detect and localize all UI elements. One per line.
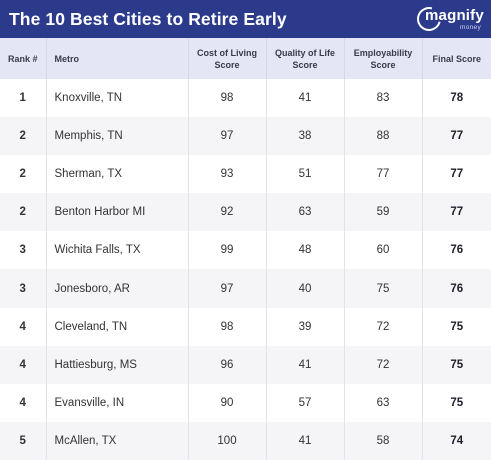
header-quality-line1: Quality of Life bbox=[274, 47, 335, 58]
metro-cell: Knoxville, TN bbox=[46, 79, 189, 118]
metro-cell: Cleveland, TN bbox=[46, 307, 189, 346]
logo-word: magnify bbox=[425, 7, 484, 24]
cost-cell: 100 bbox=[188, 421, 267, 460]
metro-cell: Wichita Falls, TX bbox=[46, 231, 189, 270]
cost-cell: 92 bbox=[188, 193, 267, 232]
table-row: 2 Memphis, TN 97 38 88 77 bbox=[0, 117, 491, 156]
final-cell: 76 bbox=[450, 244, 464, 257]
cost-cell: 93 bbox=[188, 155, 267, 194]
metro-cell: Memphis, TN bbox=[46, 117, 189, 156]
header-quality-line2: Score bbox=[292, 59, 318, 70]
cost-cell: 90 bbox=[188, 383, 267, 422]
final-cell: 77 bbox=[450, 206, 464, 219]
rank-cell: 4 bbox=[0, 345, 47, 384]
table-row: 4 Evansville, IN 90 57 63 75 bbox=[0, 383, 491, 422]
quality-cell: 41 bbox=[266, 79, 345, 118]
cost-cell: 99 bbox=[188, 231, 267, 270]
employ-cell: 83 bbox=[344, 79, 423, 118]
header-row: Rank # Metro Cost of Living Score Qualit… bbox=[0, 38, 491, 79]
final-cell: 76 bbox=[450, 282, 464, 295]
table-row: 4 Hattiesburg, MS 96 41 72 75 bbox=[0, 345, 491, 384]
title-bar: The 10 Best Cities to Retire Early magni… bbox=[0, 0, 491, 38]
employ-cell: 60 bbox=[344, 231, 423, 270]
table-row: 2 Sherman, TX 93 51 77 77 bbox=[0, 155, 491, 194]
header-metro: Metro bbox=[46, 38, 189, 79]
logo-sub: money bbox=[459, 24, 481, 31]
header-rank: Rank # bbox=[0, 38, 47, 79]
metro-cell: Hattiesburg, MS bbox=[46, 345, 189, 384]
cost-cell: 98 bbox=[188, 79, 267, 118]
cost-cell: 98 bbox=[188, 307, 267, 346]
page-title: The 10 Best Cities to Retire Early bbox=[9, 8, 287, 29]
rank-cell: 4 bbox=[0, 383, 47, 422]
quality-cell: 39 bbox=[266, 307, 345, 346]
metro-cell: Evansville, IN bbox=[46, 383, 189, 422]
rank-cell: 2 bbox=[0, 193, 47, 232]
final-cell: 74 bbox=[450, 434, 464, 447]
rank-cell: 1 bbox=[0, 79, 47, 118]
cost-cell: 96 bbox=[188, 345, 267, 384]
rank-cell: 2 bbox=[0, 117, 47, 156]
table-row: 1 Knoxville, TN 98 41 83 78 bbox=[0, 79, 491, 118]
rank-cell: 4 bbox=[0, 307, 47, 346]
quality-cell: 38 bbox=[266, 117, 345, 156]
header-cost-line2: Score bbox=[214, 59, 240, 70]
header-employ: Employability Score bbox=[344, 38, 423, 79]
employ-cell: 58 bbox=[344, 421, 423, 460]
employ-cell: 59 bbox=[344, 193, 423, 232]
table-row: 3 Wichita Falls, TX 99 48 60 76 bbox=[0, 231, 491, 270]
final-cell: 78 bbox=[450, 92, 464, 105]
employ-cell: 88 bbox=[344, 117, 423, 156]
quality-cell: 51 bbox=[266, 155, 345, 194]
header-final: Final Score bbox=[432, 53, 481, 64]
table-row: 2 Benton Harbor MI 92 63 59 77 bbox=[0, 193, 491, 232]
header-employ-line1: Employability bbox=[353, 47, 413, 58]
employ-cell: 63 bbox=[344, 383, 423, 422]
quality-cell: 41 bbox=[266, 421, 345, 460]
quality-cell: 57 bbox=[266, 383, 345, 422]
metro-cell: Jonesboro, AR bbox=[46, 269, 189, 308]
results-table: Rank # Metro Cost of Living Score Qualit… bbox=[0, 38, 491, 460]
final-cell: 75 bbox=[450, 396, 464, 409]
final-cell: 75 bbox=[450, 320, 464, 333]
final-cell: 77 bbox=[450, 130, 464, 143]
metro-cell: McAllen, TX bbox=[46, 421, 189, 460]
quality-cell: 63 bbox=[266, 193, 345, 232]
rank-cell: 2 bbox=[0, 155, 47, 194]
rank-cell: 3 bbox=[0, 231, 47, 270]
table-row: 5 McAllen, TX 100 41 58 74 bbox=[0, 421, 491, 460]
metro-cell: Sherman, TX bbox=[46, 155, 189, 194]
employ-cell: 77 bbox=[344, 155, 423, 194]
metro-cell: Benton Harbor MI bbox=[46, 193, 189, 232]
header-quality: Quality of Life Score bbox=[266, 38, 345, 79]
header-employ-line2: Score bbox=[370, 59, 396, 70]
quality-cell: 48 bbox=[266, 231, 345, 270]
quality-cell: 40 bbox=[266, 269, 345, 308]
header-cost-line1: Cost of Living bbox=[197, 47, 257, 58]
cost-cell: 97 bbox=[188, 269, 267, 308]
table-row: 3 Jonesboro, AR 97 40 75 76 bbox=[0, 269, 491, 308]
final-cell: 75 bbox=[450, 358, 464, 371]
final-cell: 77 bbox=[450, 168, 464, 181]
table-row: 4 Cleveland, TN 98 39 72 75 bbox=[0, 307, 491, 346]
cost-cell: 97 bbox=[188, 117, 267, 156]
header-cost: Cost of Living Score bbox=[188, 38, 267, 79]
employ-cell: 72 bbox=[344, 345, 423, 384]
rank-cell: 3 bbox=[0, 269, 47, 308]
quality-cell: 41 bbox=[266, 345, 345, 384]
employ-cell: 75 bbox=[344, 269, 423, 308]
employ-cell: 72 bbox=[344, 307, 423, 346]
magnify-money-logo: magnify money bbox=[412, 2, 484, 36]
rank-cell: 5 bbox=[0, 421, 47, 460]
